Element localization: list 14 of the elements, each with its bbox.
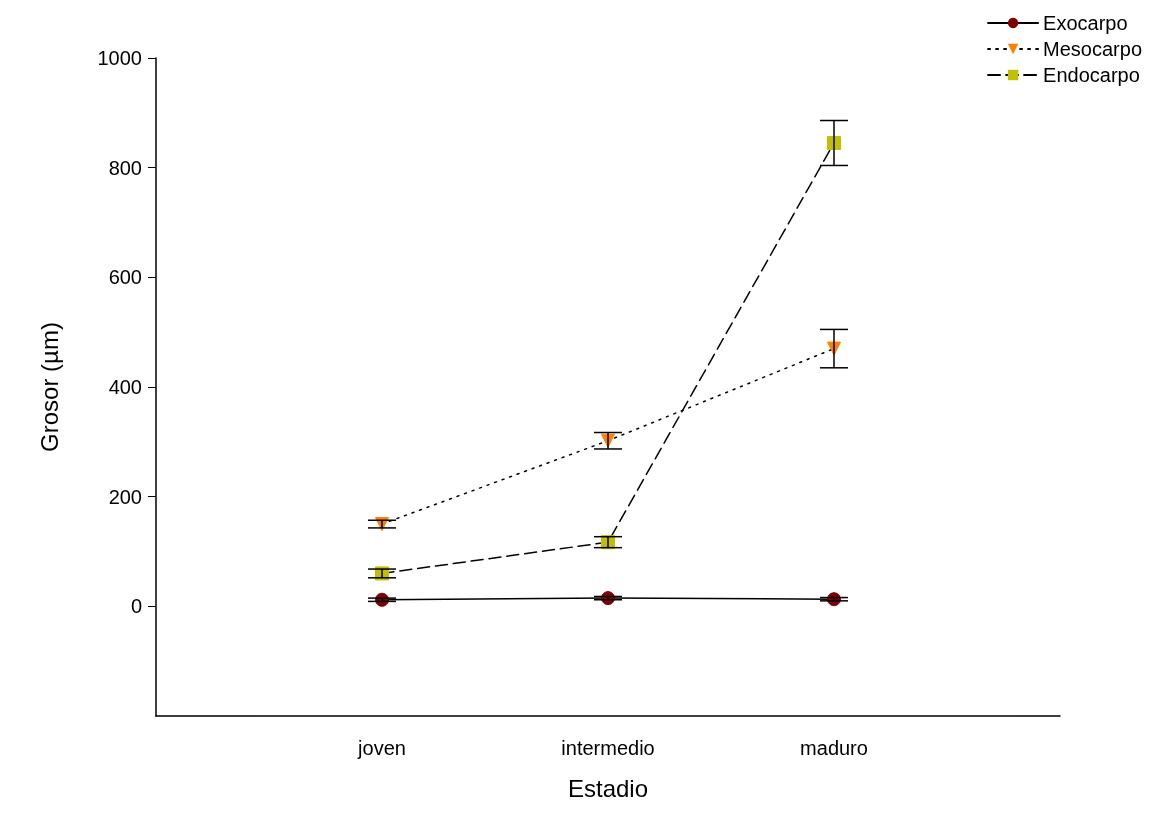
y-tick-label: 0 xyxy=(130,595,142,618)
legend-label: Mesocarpo xyxy=(1043,38,1142,60)
y-tick-label: 400 xyxy=(108,376,142,398)
y-tick-label: 600 xyxy=(108,266,142,289)
x-tick-label: joven xyxy=(357,737,406,759)
legend-label: Exocarpo xyxy=(1043,12,1128,34)
y-tick-label: 1000 xyxy=(97,47,142,69)
legend-label: Endocarpo xyxy=(1043,64,1140,86)
x-tick-label: maduro xyxy=(800,737,868,759)
x-tick-label: intermedio xyxy=(561,737,655,759)
y-tick-label: 800 xyxy=(108,156,142,179)
y-axis-title: Grosor (µm) xyxy=(35,322,63,452)
x-axis-title: Estadio xyxy=(567,774,649,802)
y-tick-label: 200 xyxy=(108,485,142,508)
